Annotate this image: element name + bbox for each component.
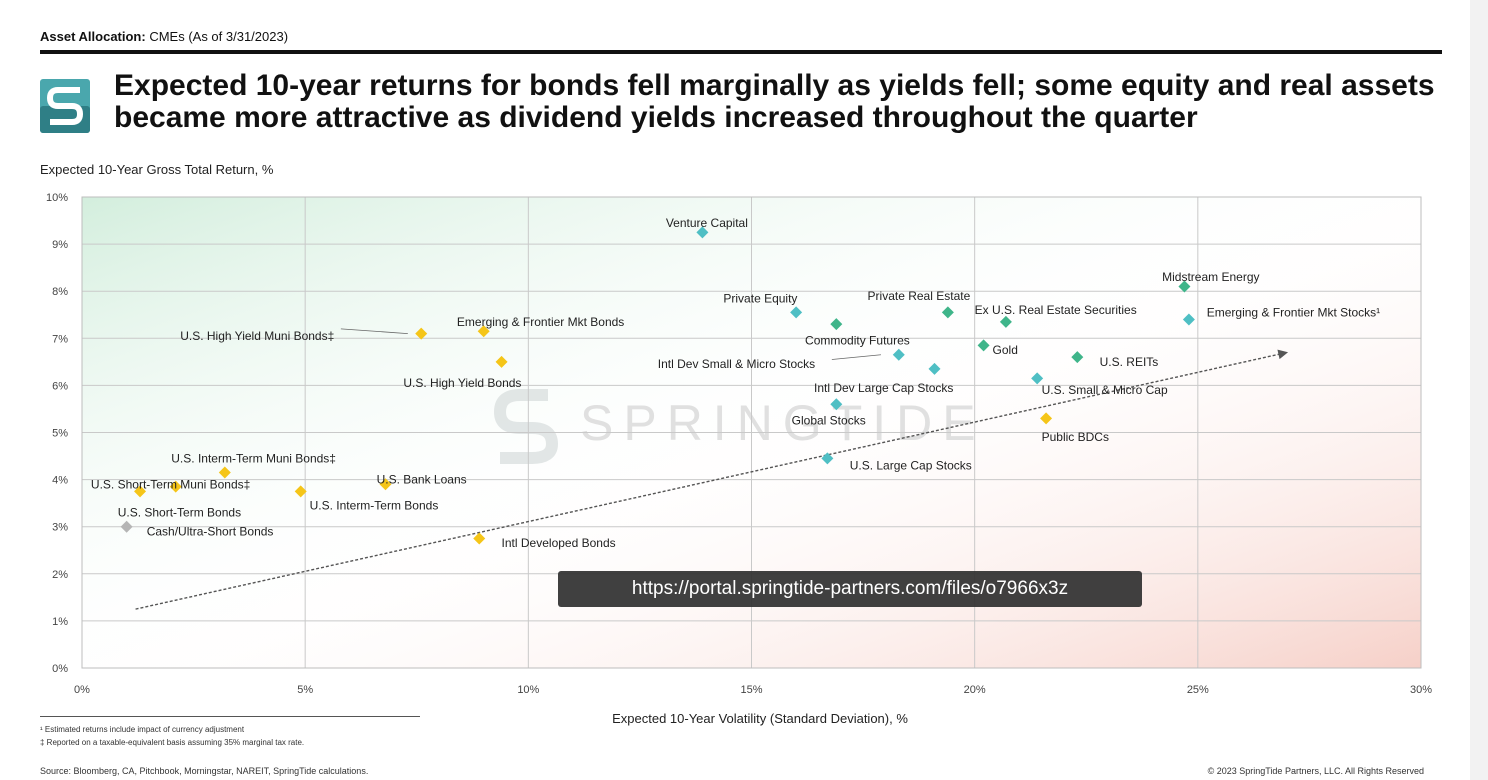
- data-point-marker: [218, 466, 231, 479]
- data-point-label: U.S. Short-Term Bonds: [118, 506, 241, 520]
- data-point-marker: [379, 478, 392, 491]
- data-point-label: U.S. Small & Micro Cap: [1042, 383, 1168, 397]
- source-note: Source: Bloomberg, CA, Pitchbook, Mornin…: [40, 766, 369, 776]
- data-point-marker: [134, 485, 147, 498]
- data-point-label: U.S. High Yield Bonds: [403, 376, 521, 390]
- data-point-label: U.S. Interm-Term Bonds: [310, 499, 439, 513]
- y-tick-label: 5%: [52, 428, 68, 440]
- data-point-label: U.S. Interm-Term Muni Bonds‡: [171, 451, 336, 465]
- x-tick-label: 0%: [74, 684, 90, 696]
- data-point-label: Global Stocks: [792, 414, 866, 428]
- data-point-marker: [477, 325, 490, 338]
- y-tick-label: 3%: [52, 522, 68, 534]
- watermark-logo-icon: [493, 389, 559, 464]
- data-point-marker: [495, 355, 508, 368]
- data-point-label: Ex U.S. Real Estate Securities: [975, 303, 1137, 317]
- page-title: Expected 10-year returns for bonds fell …: [114, 69, 1435, 134]
- footnote-taxable: ‡ Reported on a taxable-equivalent basis…: [40, 738, 305, 747]
- data-point-label: Cash/Ultra-Short Bonds: [147, 524, 274, 538]
- data-point-label: U.S. REITs: [1100, 355, 1159, 369]
- y-tick-label: 0%: [52, 663, 68, 675]
- data-point-label: Emerging & Frontier Mkt Stocks¹: [1207, 305, 1380, 319]
- trend-arrow: [135, 349, 1289, 610]
- x-tick-label: 10%: [517, 684, 539, 696]
- data-point-marker: [977, 339, 990, 352]
- x-tick-label: 30%: [1410, 684, 1432, 696]
- data-point-marker: [473, 532, 486, 545]
- data-point-marker: [1071, 351, 1084, 364]
- springtide-logo-icon: [40, 79, 90, 133]
- data-point-marker: [928, 362, 941, 375]
- y-tick-label: 9%: [52, 239, 68, 251]
- data-point-marker: [1040, 412, 1053, 425]
- y-axis-title: Expected 10-Year Gross Total Return, %: [40, 162, 274, 177]
- data-point-marker: [999, 315, 1012, 328]
- data-point-label: U.S. High Yield Muni Bonds‡: [180, 329, 334, 343]
- data-point-label: Private Real Estate: [868, 289, 971, 303]
- url-tooltip: https://portal.springtide-partners.com/f…: [558, 571, 1142, 607]
- y-tick-label: 7%: [52, 333, 68, 345]
- data-point-marker: [1178, 280, 1191, 293]
- data-point-marker: [1182, 313, 1195, 326]
- data-point-marker: [1031, 372, 1044, 385]
- data-point-label: Private Equity: [723, 291, 797, 305]
- leader-line: [340, 328, 408, 334]
- data-point-marker: [120, 520, 133, 533]
- x-tick-label: 20%: [964, 684, 986, 696]
- data-point-marker: [415, 327, 428, 340]
- footnote-currency: ¹ Estimated returns include impact of cu…: [40, 725, 245, 734]
- data-point-label: U.S. Large Cap Stocks: [850, 458, 972, 472]
- y-tick-label: 8%: [52, 286, 68, 298]
- data-point-marker: [941, 306, 954, 319]
- section-label: Asset Allocation: CMEs (As of 3/31/2023): [40, 29, 289, 44]
- data-point-marker: [830, 398, 843, 411]
- data-point-label: Midstream Energy: [1162, 270, 1259, 284]
- data-point-marker: [294, 485, 307, 498]
- x-axis-title: Expected 10-Year Volatility (Standard De…: [612, 711, 908, 726]
- x-tick-label: 25%: [1187, 684, 1209, 696]
- data-point-label: Intl Dev Large Cap Stocks: [814, 381, 953, 395]
- data-point-marker: [790, 306, 803, 319]
- watermark-text: SPRINGTIDE: [580, 395, 986, 451]
- data-point-label: Public BDCs: [1042, 430, 1109, 444]
- data-point-marker: [821, 452, 834, 465]
- y-tick-label: 1%: [52, 616, 68, 628]
- y-tick-label: 10%: [46, 192, 68, 204]
- top-rule: [40, 50, 1442, 54]
- x-tick-label: 15%: [740, 684, 762, 696]
- data-point-marker: [830, 318, 843, 331]
- data-point-label: Venture Capital: [666, 216, 748, 230]
- data-point-label: Commodity Futures: [805, 334, 910, 348]
- data-point-label: Intl Dev Small & Micro Stocks: [658, 357, 815, 371]
- y-tick-label: 6%: [52, 380, 68, 392]
- data-point-label: Gold: [993, 343, 1018, 357]
- y-tick-label: 2%: [52, 569, 68, 581]
- data-point-label: Emerging & Frontier Mkt Bonds: [457, 315, 624, 329]
- data-point-marker: [696, 226, 709, 239]
- data-point-label: U.S. Short-Term Muni Bonds‡: [91, 477, 250, 491]
- leader-line: [831, 354, 881, 360]
- footnote-rule: [40, 716, 420, 717]
- window-edge: [1470, 0, 1488, 780]
- data-point-marker: [892, 348, 905, 361]
- copyright: © 2023 SpringTide Partners, LLC. All Rig…: [1207, 766, 1424, 776]
- data-point-label: Intl Developed Bonds: [502, 536, 616, 550]
- data-point-label: U.S. Bank Loans: [377, 473, 467, 487]
- plot-border: [81, 196, 1422, 669]
- data-point-marker: [169, 480, 182, 493]
- x-tick-label: 5%: [297, 684, 313, 696]
- y-tick-label: 4%: [52, 475, 68, 487]
